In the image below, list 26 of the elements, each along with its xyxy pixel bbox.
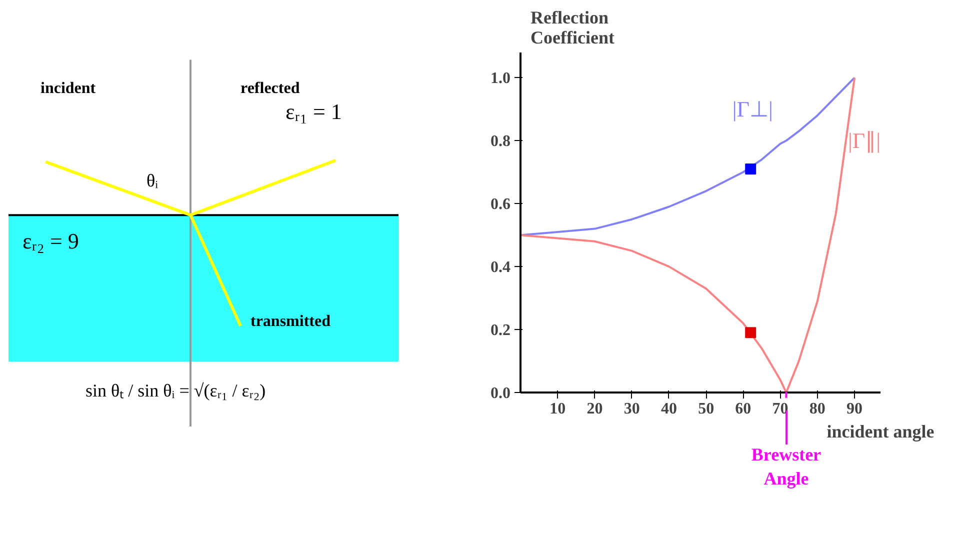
x-tick-label: 30 [624,400,640,418]
text: incident [40,80,96,97]
annotation: Brewster Angle [751,444,822,488]
x-tick-label: 20 [586,400,603,418]
x-axis-title: incident angle [826,422,934,442]
text: εᵣ₁ = 1 [286,98,342,124]
x-tick-label: 10 [550,400,566,418]
x-tick-label: 40 [660,400,677,418]
y-tick-label: 0.8 [490,133,510,150]
y-tick-label: 1.0 [490,70,510,88]
y-tick-label: 0.6 [490,196,510,214]
y-tick-label: 0.2 [490,322,510,340]
text: transmitted [250,313,331,330]
text: θᵢ [146,170,158,191]
x-tick-label: 80 [809,400,826,418]
x-tick-label: 50 [698,400,714,418]
y-axis-title: Reflection Coefficient [530,8,614,48]
text: reflected [240,80,300,97]
text: εᵣ₂ = 9 [22,228,79,254]
series-label: |Γ⊥| [732,96,773,122]
x-tick-label: 90 [846,400,863,418]
series-label: |Γ∥| [848,128,881,154]
y-tick-label: 0.0 [490,385,510,402]
text: sin θₜ / sin θᵢ = √(εᵣ₁ / εᵣ₂) [86,380,266,401]
x-tick-label: 60 [735,400,752,418]
y-tick-label: 0.4 [490,259,510,276]
